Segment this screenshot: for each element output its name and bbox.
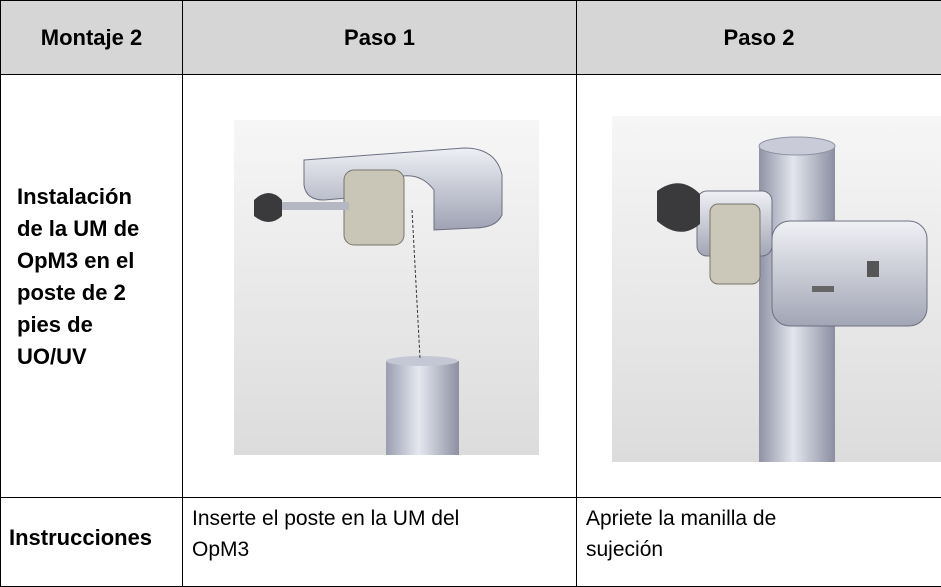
instruction-cell: Inserte el poste en la UM del OpM3 <box>182 497 577 587</box>
step-2-illustration <box>612 116 941 462</box>
header-cell: Paso 1 <box>182 0 577 75</box>
instruction-line: Apriete la manilla de <box>586 507 777 530</box>
label-line: UO/UV <box>17 344 87 369</box>
image-cell <box>576 74 941 498</box>
image-cell <box>182 74 577 498</box>
header-cell: Montaje 2 <box>0 0 183 75</box>
label-line: de la UM de <box>17 216 140 241</box>
label-line: pies de <box>17 312 93 337</box>
header-text: Paso 2 <box>723 24 795 50</box>
instruction-line: Inserte el poste en la UM del <box>192 507 460 530</box>
header-text: Montaje 2 <box>40 24 143 50</box>
instruction-cell: Apriete la manilla de sujeción <box>576 497 941 587</box>
label-line: OpM3 en el <box>17 248 135 273</box>
instruction-line: sujeción <box>586 538 664 561</box>
label-line: poste de 2 <box>17 280 126 305</box>
label-line: Instalación <box>17 184 132 209</box>
row-label: Instrucciones <box>0 497 183 587</box>
label-text: Instrucciones <box>9 525 153 550</box>
step-1-illustration <box>234 120 539 455</box>
header-cell: Paso 2 <box>576 0 941 75</box>
header-text: Paso 1 <box>344 24 415 50</box>
instruction-line: OpM3 <box>192 538 250 561</box>
row-label: Instalación de la UM de OpM3 en el poste… <box>0 74 183 498</box>
